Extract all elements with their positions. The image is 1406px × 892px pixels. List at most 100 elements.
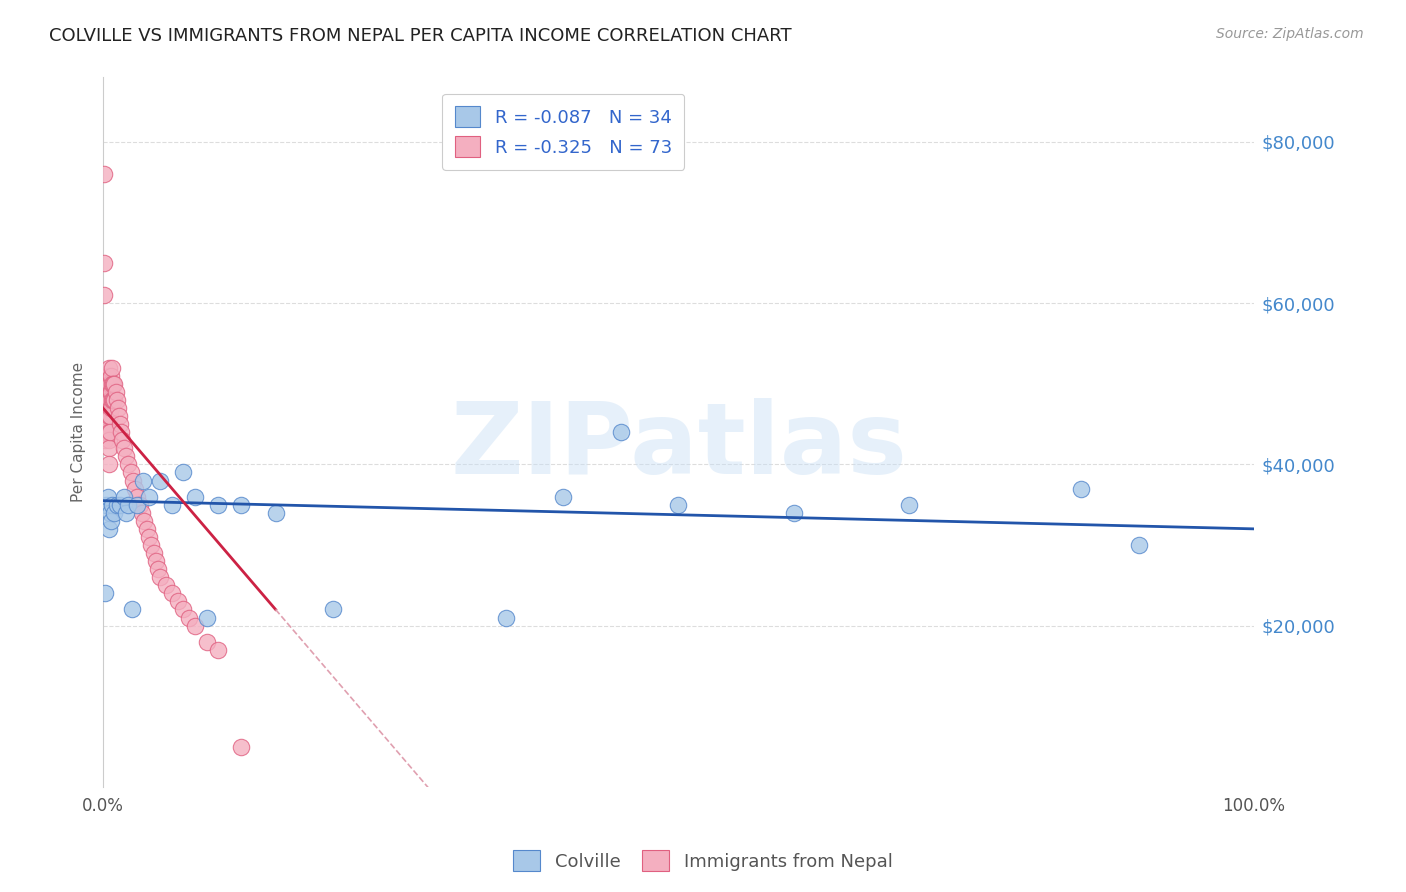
Point xyxy=(229,498,252,512)
Point xyxy=(264,506,287,520)
Point xyxy=(173,466,195,480)
Point xyxy=(179,610,201,624)
Point xyxy=(146,562,169,576)
Point xyxy=(103,392,125,407)
Point xyxy=(97,433,120,447)
Point xyxy=(98,409,121,423)
Point xyxy=(108,498,131,512)
Point xyxy=(115,506,138,520)
Point xyxy=(495,610,517,624)
Point xyxy=(100,514,122,528)
Point xyxy=(101,376,124,391)
Point xyxy=(138,490,160,504)
Text: Source: ZipAtlas.com: Source: ZipAtlas.com xyxy=(1216,27,1364,41)
Point xyxy=(97,376,120,391)
Point xyxy=(145,554,167,568)
Point xyxy=(105,498,128,512)
Point xyxy=(97,458,120,472)
Point xyxy=(127,490,149,504)
Point xyxy=(100,401,122,415)
Point xyxy=(93,256,115,270)
Point xyxy=(897,498,920,512)
Point xyxy=(184,490,207,504)
Point xyxy=(94,409,117,423)
Point xyxy=(94,586,117,600)
Legend: R = -0.087   N = 34, R = -0.325   N = 73: R = -0.087 N = 34, R = -0.325 N = 73 xyxy=(443,94,685,169)
Point xyxy=(97,425,120,439)
Point xyxy=(97,522,120,536)
Point xyxy=(127,498,149,512)
Point xyxy=(112,442,135,456)
Point xyxy=(117,498,139,512)
Point xyxy=(1070,482,1092,496)
Point xyxy=(141,538,163,552)
Point xyxy=(124,482,146,496)
Point xyxy=(160,586,183,600)
Point xyxy=(96,376,118,391)
Point xyxy=(207,498,229,512)
Point xyxy=(610,425,633,439)
Point xyxy=(97,360,120,375)
Legend: Colville, Immigrants from Nepal: Colville, Immigrants from Nepal xyxy=(506,843,900,879)
Point xyxy=(553,490,575,504)
Point xyxy=(128,498,150,512)
Point xyxy=(97,409,120,423)
Point xyxy=(155,578,177,592)
Point xyxy=(195,610,218,624)
Point xyxy=(97,442,120,456)
Point xyxy=(94,425,117,439)
Point xyxy=(195,634,218,648)
Y-axis label: Per Capita Income: Per Capita Income xyxy=(72,362,86,502)
Point xyxy=(93,288,115,302)
Point xyxy=(101,360,124,375)
Point xyxy=(173,602,195,616)
Point xyxy=(98,506,121,520)
Point xyxy=(94,417,117,431)
Point xyxy=(103,392,125,407)
Point xyxy=(103,506,125,520)
Point xyxy=(107,401,129,415)
Point xyxy=(229,739,252,754)
Point xyxy=(207,642,229,657)
Point xyxy=(142,546,165,560)
Point xyxy=(98,425,121,439)
Point xyxy=(101,498,124,512)
Point xyxy=(96,425,118,439)
Point xyxy=(96,417,118,431)
Point xyxy=(184,618,207,632)
Point xyxy=(782,506,804,520)
Point xyxy=(98,392,121,407)
Point xyxy=(149,570,172,584)
Point xyxy=(322,602,344,616)
Point xyxy=(149,474,172,488)
Point xyxy=(101,392,124,407)
Point xyxy=(96,368,118,383)
Point xyxy=(166,594,188,608)
Point xyxy=(93,425,115,439)
Point xyxy=(668,498,690,512)
Point xyxy=(105,392,128,407)
Point xyxy=(98,376,121,391)
Point xyxy=(96,490,118,504)
Point xyxy=(108,409,131,423)
Point xyxy=(97,392,120,407)
Point xyxy=(100,368,122,383)
Point xyxy=(93,401,115,415)
Point xyxy=(96,409,118,423)
Point xyxy=(104,384,127,399)
Point xyxy=(131,506,153,520)
Point xyxy=(112,490,135,504)
Point xyxy=(100,384,122,399)
Point xyxy=(121,602,143,616)
Point xyxy=(93,409,115,423)
Point xyxy=(96,498,118,512)
Text: ZIPatlas: ZIPatlas xyxy=(450,398,907,495)
Point xyxy=(138,530,160,544)
Point xyxy=(120,466,142,480)
Point xyxy=(103,376,125,391)
Point xyxy=(94,433,117,447)
Point xyxy=(121,474,143,488)
Point xyxy=(96,392,118,407)
Point xyxy=(134,514,156,528)
Point xyxy=(108,417,131,431)
